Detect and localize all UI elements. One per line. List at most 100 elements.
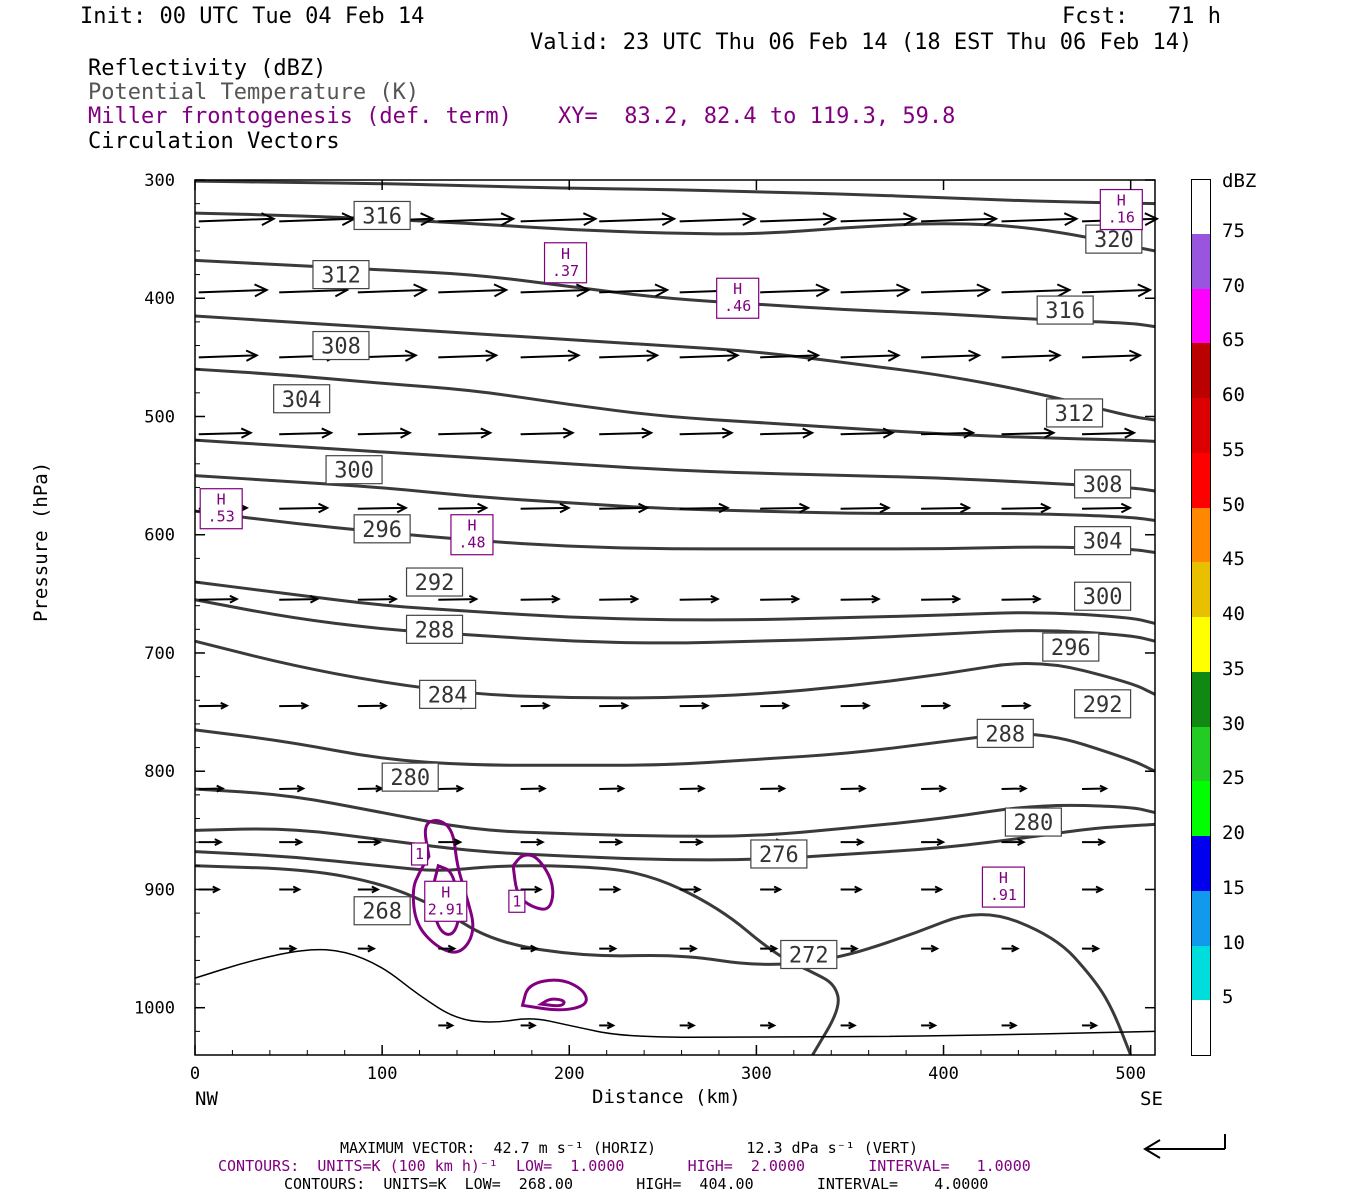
fronto-max-label: H.48 [450,514,494,556]
vector-arrow [599,1021,616,1030]
theta-label-text: 300 [1083,585,1123,610]
colorbar-label: 10 [1222,931,1245,954]
field-circulation-vectors: Circulation Vectors [88,129,340,154]
theta-label: 304 [1074,526,1132,556]
fronto-label-text: H [561,245,570,263]
colorbar-label: 75 [1222,219,1245,242]
theta-label-text: 316 [362,204,402,229]
x-tick-label: 300 [741,1064,772,1084]
theta-label: 308 [312,330,370,361]
vector-head [1097,838,1107,847]
vector-arrow [840,1021,857,1030]
theta-label: 276 [750,839,808,869]
vector-arrow [357,784,385,793]
valid-time: Valid: 23 UTC Thu 06 Feb 14 (18 EST Thu … [530,30,1193,55]
vector-head [802,427,815,439]
vector-head [769,944,779,953]
vector-shaft [279,217,355,223]
vector-head [882,427,895,439]
vector-head [689,944,698,953]
vector-shaft [279,431,332,436]
fronto-contour-0 [411,819,475,954]
vector-arrow [760,427,815,439]
vector-head [1040,502,1052,514]
y-tick-label: 800 [144,762,175,782]
vector-arrow [1001,784,1028,793]
fronto-max-label: H.46 [716,277,760,319]
vector-arrow [599,944,618,953]
theta-label-box [1042,632,1100,662]
vector-head [528,1021,537,1030]
vector-head [567,349,581,362]
y-tick-label: 400 [144,289,175,309]
vector-arrow [279,944,298,953]
vector-head [718,502,730,514]
vector-head [710,594,720,604]
vector-arrow [599,283,670,298]
vector-shaft [279,598,318,601]
vector-arrow [198,838,223,847]
vector-head [261,212,276,227]
vector-shaft [520,598,559,601]
vector-arrow [679,502,730,514]
vector-shaft [1001,506,1050,510]
vector-arrow [679,784,706,793]
fronto-label-box [981,866,1026,908]
vector-arrow [921,1021,938,1030]
vector-head [294,838,304,847]
vector-arrow [438,212,516,227]
vector-arrow [679,1021,696,1030]
vector-arrow [840,349,901,362]
vector-shaft [357,288,426,294]
theta-label-text: 308 [1083,473,1123,498]
vector-shaft [279,506,328,510]
vector-head [858,784,867,793]
vector-shaft [438,598,477,601]
vector-arrow [599,502,650,514]
vector-arrow [840,212,918,227]
vector-arrow [520,212,598,227]
theta-label: 312 [312,259,370,290]
vector-head [229,594,239,604]
vector-arrow [438,784,465,793]
vector-head [296,784,306,793]
surface-line [194,948,1156,1039]
vector-arrow [679,701,710,710]
vector-shaft [1001,598,1040,601]
y-tick-label: 1000 [134,999,175,1019]
fronto-label-box [424,880,468,922]
theta-contour-288 [194,639,1156,700]
fronto-label-text: H [999,869,1008,887]
theta-label-box [1045,398,1104,428]
vector-head [612,885,622,894]
colorbar-segment [1191,343,1211,398]
vector-head [773,885,783,894]
theta-label-box [353,200,411,231]
vector-shaft [198,217,274,223]
theta-label-text: 296 [1051,636,1091,661]
colorbar-label: 25 [1222,767,1245,790]
vector-head [455,784,465,793]
theta-label-text: 280 [1013,811,1053,836]
vector-head [404,349,419,362]
vector-head [777,784,787,793]
theta-label-text: 272 [789,943,829,968]
theta-contours [194,179,1156,1056]
vector-shaft [840,354,899,359]
vector-head [616,784,626,793]
vector-head [822,212,838,227]
vector-head [614,838,624,847]
theta-label: 288 [976,718,1034,748]
vector-arrow [760,701,791,710]
vector-head [1063,212,1079,227]
vector-head [695,838,704,847]
vector-head [1048,349,1062,362]
vector-shaft [357,431,410,436]
vector-head [850,944,859,953]
vector-arrow [1082,885,1105,894]
vector-arrow [760,594,801,604]
vector-head [879,502,891,514]
vector-arrow [760,212,838,227]
theta-label-box [312,259,370,290]
vector-shaft [760,354,819,359]
